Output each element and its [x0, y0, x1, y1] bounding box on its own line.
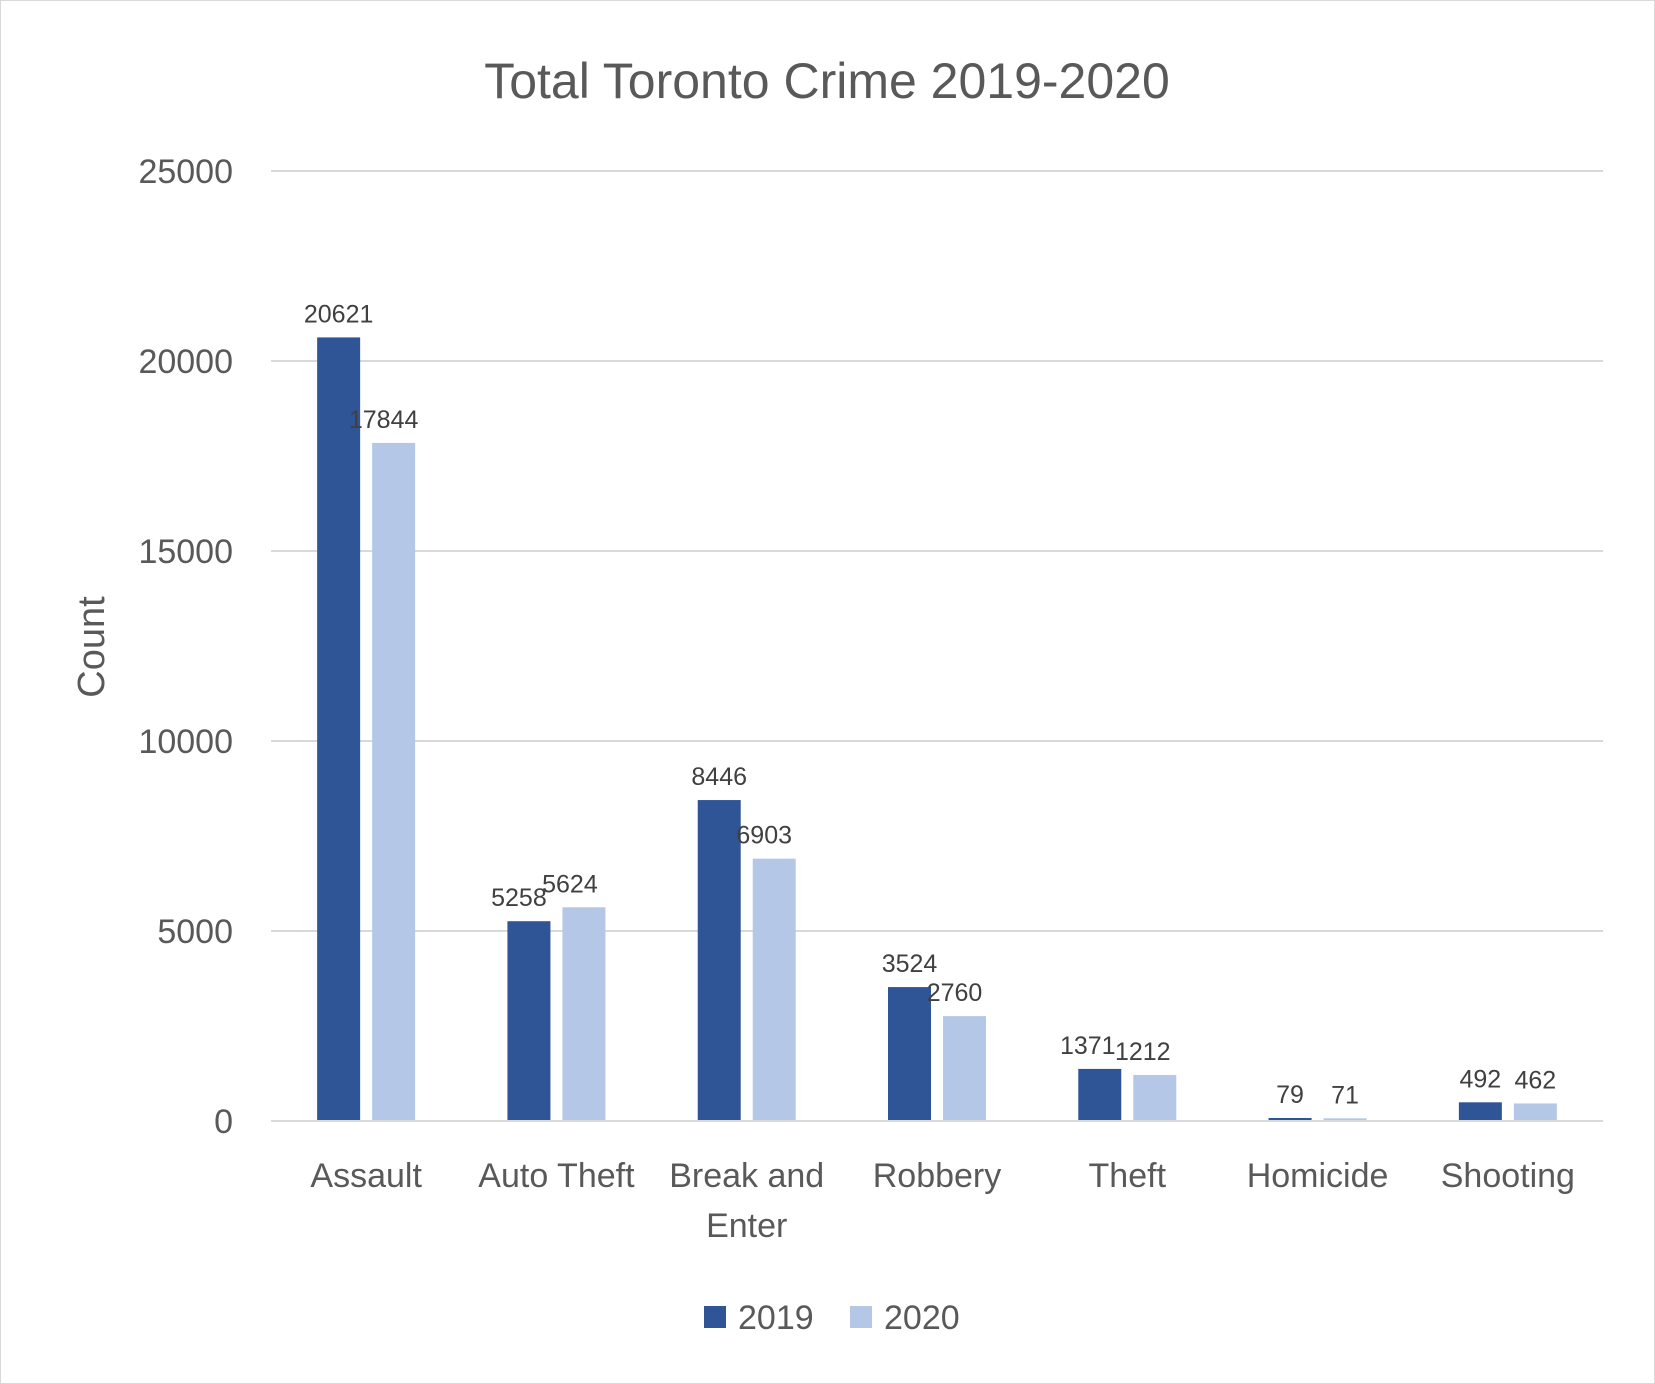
bar-2019 — [697, 800, 741, 1121]
y-tick-label: 5000 — [157, 913, 233, 951]
x-tick-label: Shooting — [1441, 1157, 1575, 1195]
bar-2020 — [1323, 1118, 1367, 1121]
x-tick-label: Homicide — [1247, 1157, 1389, 1195]
data-label: 1371 — [1060, 1032, 1116, 1060]
chart-title: Total Toronto Crime 2019-2020 — [484, 53, 1170, 109]
x-tick-label: Theft — [1089, 1157, 1167, 1195]
legend-label: 2020 — [884, 1299, 960, 1337]
data-label: 1212 — [1115, 1038, 1171, 1066]
data-label: 6903 — [736, 822, 792, 850]
legend-label: 2019 — [738, 1299, 814, 1337]
bar-2019 — [1458, 1102, 1502, 1121]
data-label: 2760 — [927, 979, 983, 1007]
x-axis-ticks: Assault Auto Theft Break and Enter Robbery Th… — [310, 1157, 1575, 1245]
bar-2020 — [562, 907, 606, 1121]
data-label: 462 — [1514, 1066, 1556, 1094]
bar-2019 — [1268, 1117, 1312, 1121]
y-axis-label: Count — [71, 596, 113, 698]
legend-swatch-2020 — [850, 1306, 872, 1328]
data-label: 17844 — [349, 406, 419, 434]
y-axis-ticks: 0 5000 10000 15000 20000 25000 — [138, 153, 233, 1141]
y-tick-label: 25000 — [138, 153, 233, 191]
data-label: 20621 — [304, 300, 374, 328]
bar-2019 — [317, 337, 361, 1122]
x-tick-label: Robbery — [873, 1157, 1002, 1195]
x-tick-label: Auto Theft — [478, 1157, 635, 1195]
bar-2019 — [888, 987, 931, 1121]
bar-2020 — [752, 858, 796, 1121]
bars — [271, 337, 1603, 1122]
data-label: 5624 — [542, 870, 598, 898]
bar-2020 — [943, 1016, 986, 1121]
bar-2020 — [1133, 1074, 1177, 1121]
data-label: 79 — [1276, 1081, 1304, 1109]
y-tick-label: 20000 — [138, 343, 233, 381]
x-tick-label: Enter — [706, 1207, 787, 1245]
bar-2019 — [1078, 1068, 1122, 1121]
x-tick-label: Assault — [310, 1157, 422, 1195]
y-tick-label: 10000 — [138, 723, 233, 761]
data-label: 3524 — [882, 950, 938, 978]
data-label: 8446 — [691, 763, 747, 791]
bar-2020 — [372, 442, 416, 1122]
bar-2020 — [1513, 1103, 1557, 1121]
legend: 2019 2020 — [704, 1299, 960, 1337]
y-tick-label: 15000 — [138, 533, 233, 571]
y-tick-label: 0 — [214, 1103, 233, 1141]
data-label: 492 — [1459, 1065, 1501, 1093]
data-label: 71 — [1331, 1081, 1359, 1109]
legend-swatch-2019 — [704, 1306, 726, 1328]
bar-2019 — [507, 921, 551, 1121]
x-tick-label: Break and — [669, 1157, 824, 1195]
data-label: 5258 — [491, 884, 547, 912]
